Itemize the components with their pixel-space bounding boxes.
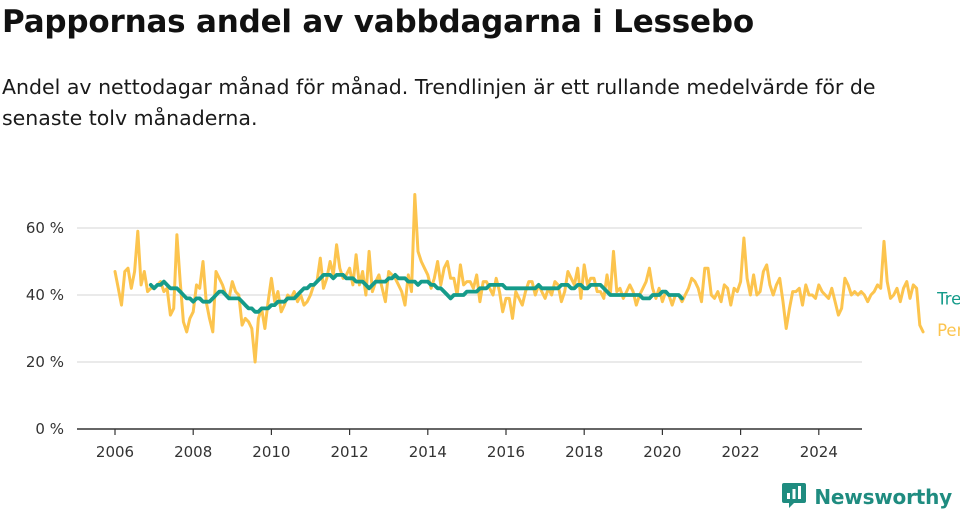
y-tick-label: 60 % xyxy=(26,219,64,237)
y-tick-label: 0 % xyxy=(35,420,64,438)
x-tick-label: 2008 xyxy=(174,443,212,461)
x-tick-label: 2014 xyxy=(409,443,447,461)
series-line-per-manad xyxy=(113,193,925,364)
y-tick-label: 40 % xyxy=(26,286,64,304)
legend-label-per-manad: Per månad xyxy=(937,321,960,340)
chart-subtitle: Andel av nettodagar månad för månad. Tre… xyxy=(2,75,876,130)
series-lines xyxy=(113,193,925,364)
x-tick-label: 2010 xyxy=(252,443,290,461)
x-tick-label: 2018 xyxy=(565,443,603,461)
gridlines xyxy=(77,227,862,363)
x-tick-label: 2006 xyxy=(96,443,134,461)
y-tick-label: 20 % xyxy=(26,353,64,371)
legend-label-trend: Trend xyxy=(936,289,960,308)
brand-logo: Newsworthy xyxy=(780,482,952,512)
chart-title: Pappornas andel av vabbdagarna i Lessebo xyxy=(2,4,754,40)
x-tick-label: 2016 xyxy=(487,443,525,461)
series-line-trend xyxy=(148,273,684,314)
brand-name: Newsworthy xyxy=(814,485,952,509)
x-tick-label: 2020 xyxy=(643,443,681,461)
x-tick-label: 2012 xyxy=(331,443,369,461)
x-tick-label: 2024 xyxy=(800,443,838,461)
x-tick-label: 2022 xyxy=(722,443,760,461)
x-axis: 2006 2008 2010 2012 2014 2016 2018 2020 2022 2024 xyxy=(77,428,862,461)
newsworthy-logo-icon xyxy=(780,481,808,513)
inline-legend: Trend Per månad xyxy=(936,289,960,340)
y-axis-tick-labels: 0 % 20 % 40 % 60 % xyxy=(26,219,64,438)
